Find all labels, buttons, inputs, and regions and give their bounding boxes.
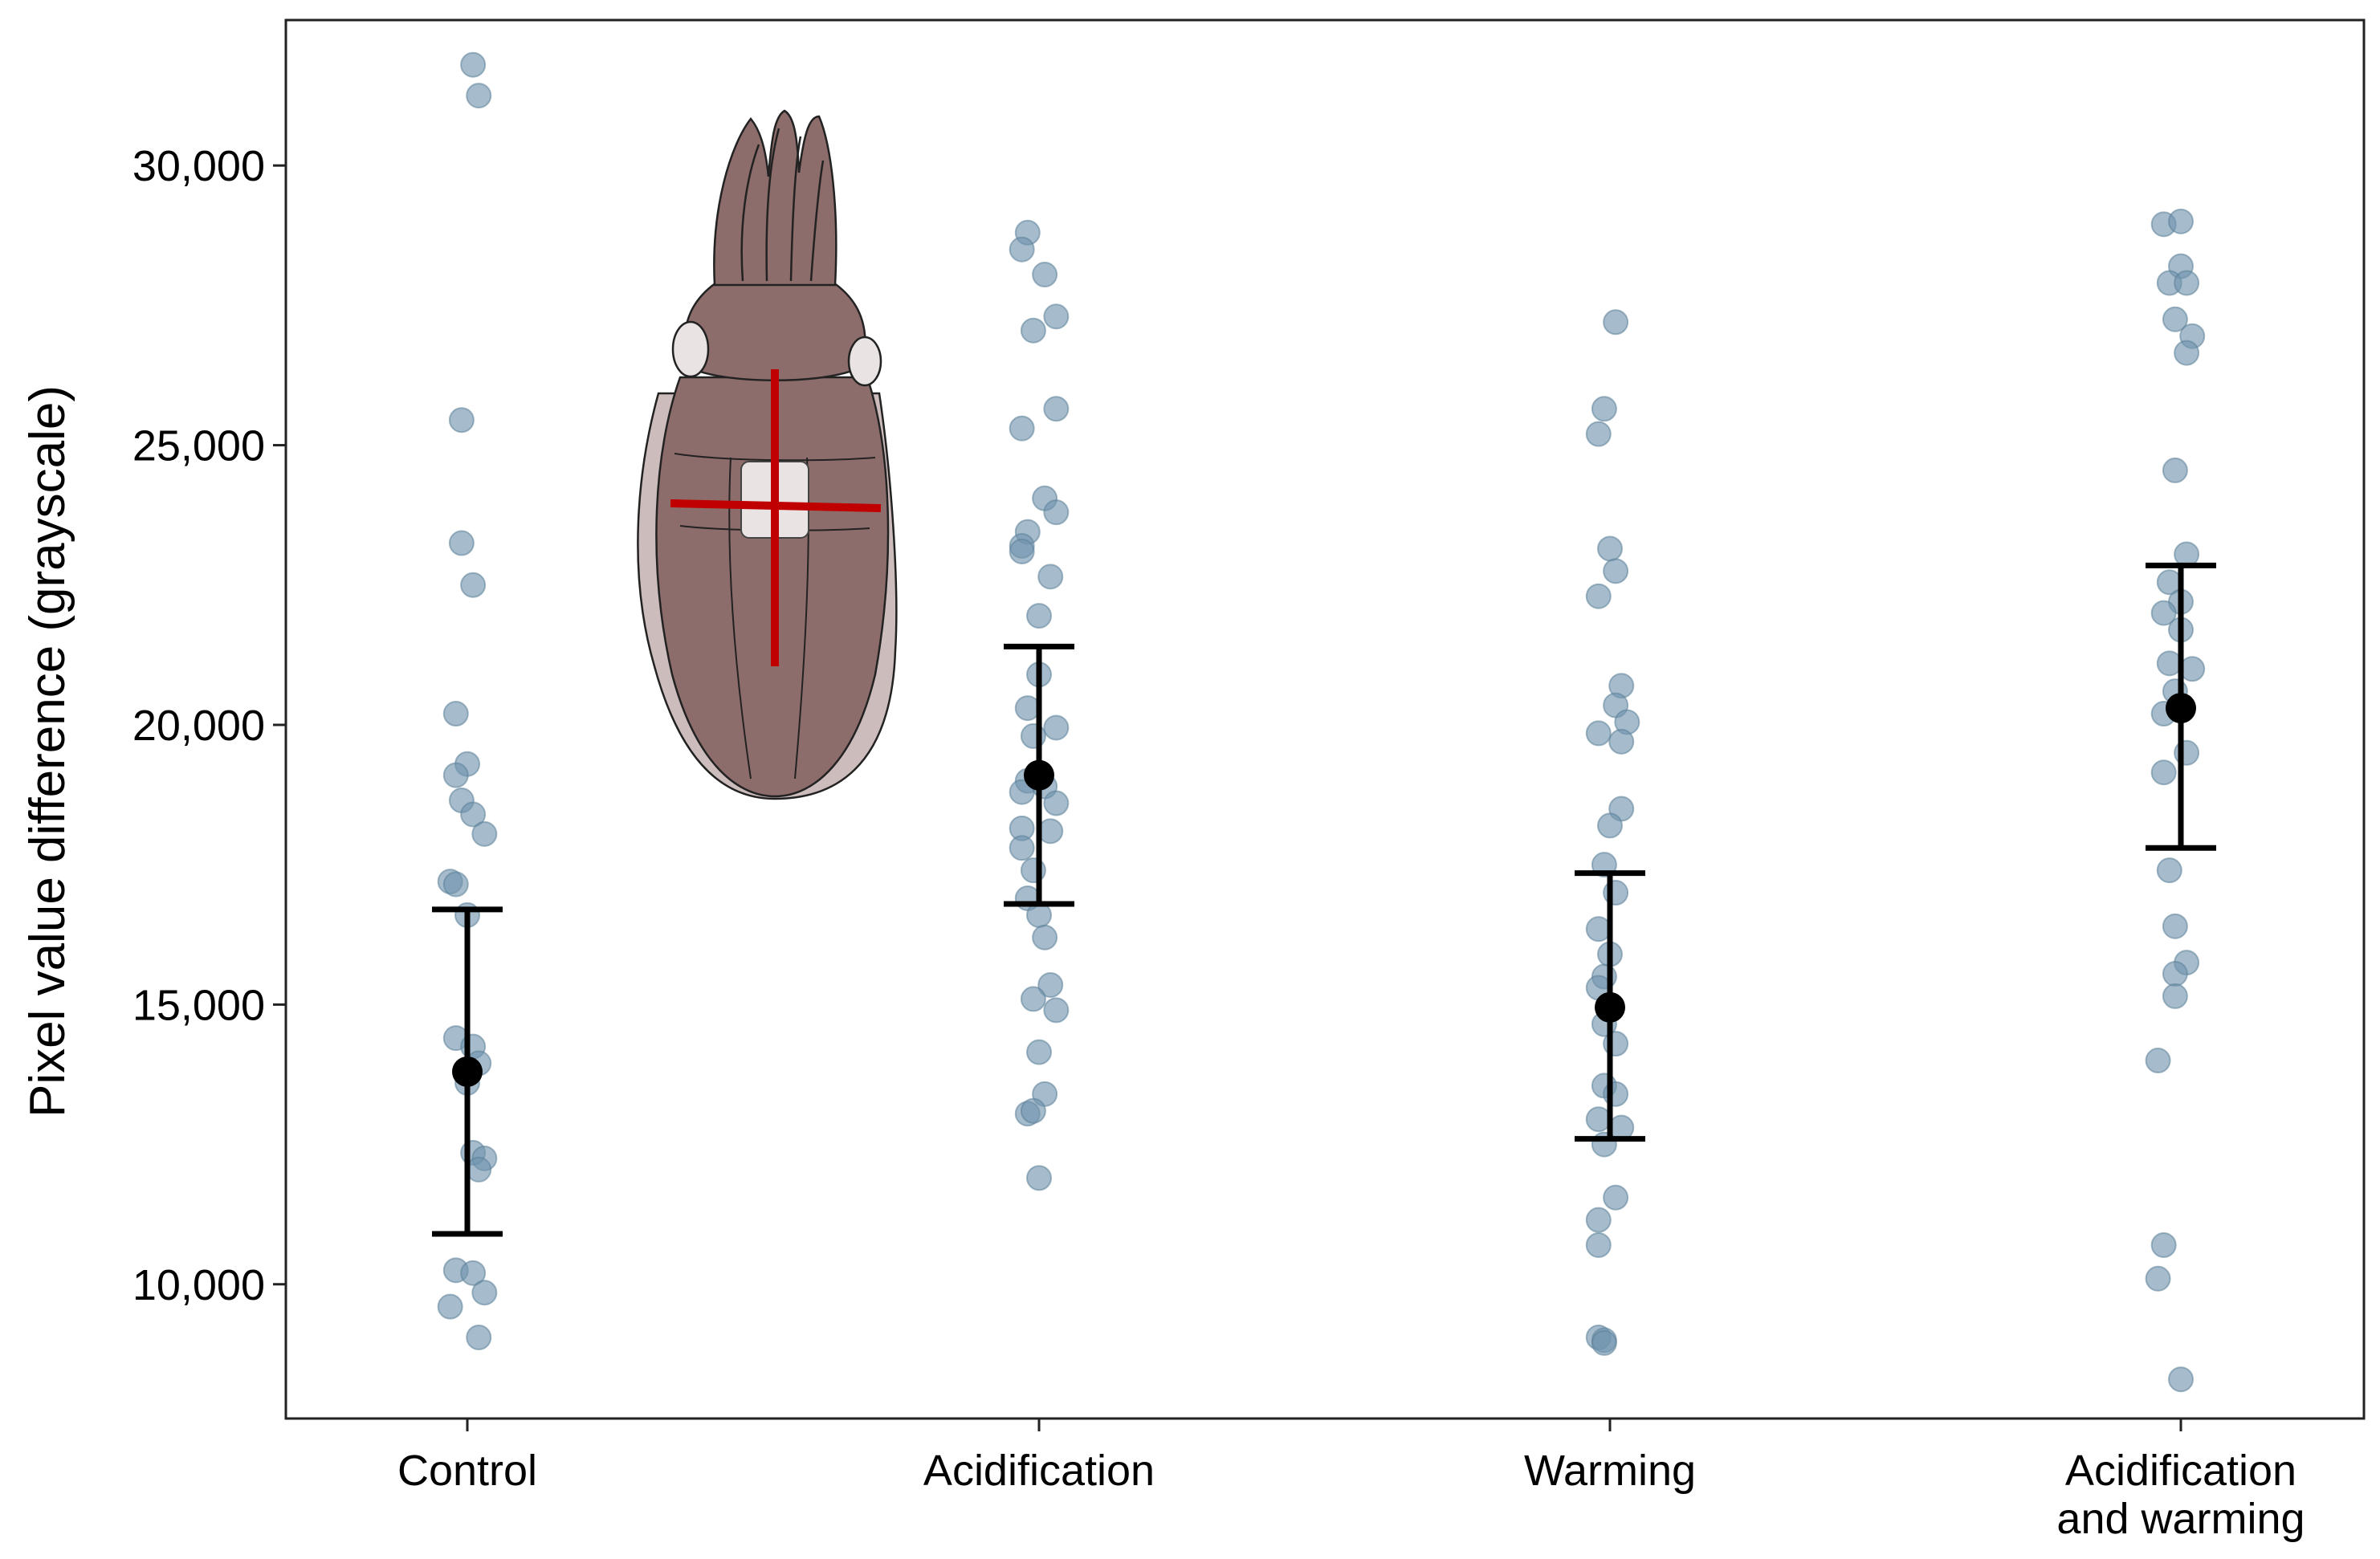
data-point xyxy=(2162,913,2188,939)
data-point xyxy=(1597,812,1623,839)
x-tick-label-acid-warm: Acidification xyxy=(2065,1447,2296,1495)
data-point xyxy=(1026,603,1052,629)
data-point xyxy=(2168,1366,2194,1393)
y-tick-label: 25,000 xyxy=(132,422,265,470)
data-point xyxy=(1032,262,1058,288)
data-point xyxy=(2162,306,2188,332)
plot-frame xyxy=(284,18,2366,1420)
data-point xyxy=(437,1293,463,1320)
data-point xyxy=(1037,818,1064,845)
data-point xyxy=(2145,1048,2171,1074)
data-point xyxy=(1603,1184,1629,1211)
data-point xyxy=(1585,1106,1612,1133)
data-point xyxy=(1585,1207,1612,1233)
data-point xyxy=(1585,421,1612,447)
data-point xyxy=(2168,208,2194,234)
data-point xyxy=(1043,790,1070,816)
data-point xyxy=(460,1260,487,1286)
data-point xyxy=(2162,457,2188,483)
y-tick-label: 20,000 xyxy=(132,702,265,750)
data-point xyxy=(448,407,475,434)
data-point xyxy=(1591,1329,1617,1356)
data-point xyxy=(460,572,487,598)
x-axis: Control Acidification Warming Acidification… xyxy=(397,1419,2305,1543)
data-point xyxy=(460,51,487,78)
data-point xyxy=(1037,564,1064,590)
data-point xyxy=(2162,983,2188,1009)
data-point xyxy=(1009,415,1035,442)
y-axis: 10,000 15,000 20,000 25,000 30,000 xyxy=(132,142,286,1309)
cuttlefish-illustration xyxy=(637,109,898,800)
data-point xyxy=(442,701,469,727)
data-point xyxy=(442,871,469,898)
x-tick-label-acidification: Acidification xyxy=(923,1447,1155,1495)
cuttlefish-eye-left xyxy=(671,320,710,378)
cuttlefish-arm-lines xyxy=(740,128,825,282)
data-point xyxy=(2179,656,2206,682)
data-point xyxy=(1009,236,1035,263)
data-point xyxy=(2156,857,2182,884)
data-point xyxy=(2150,600,2177,626)
data-point xyxy=(1032,924,1058,950)
data-point xyxy=(1009,538,1035,564)
data-point xyxy=(2174,340,2200,366)
data-point xyxy=(448,530,475,556)
cross-horizontal xyxy=(670,499,882,512)
data-point xyxy=(1026,1165,1052,1191)
data-point xyxy=(1014,695,1041,722)
cuttlefish-eye-right xyxy=(847,336,882,387)
data-point xyxy=(460,801,487,828)
cuttlefish-arms xyxy=(713,109,837,287)
mean-point xyxy=(2166,693,2196,724)
data-point xyxy=(1020,1097,1046,1124)
data-point xyxy=(1037,971,1064,998)
x-tick-label-warming: Warming xyxy=(1524,1447,1696,1495)
x-tick-label-control: Control xyxy=(397,1447,537,1495)
cuttlefish-head xyxy=(683,279,866,381)
data-point xyxy=(2150,1231,2177,1258)
data-point xyxy=(1603,558,1629,584)
data-point xyxy=(1585,720,1612,747)
data-point xyxy=(1591,396,1617,422)
data-point xyxy=(1585,1231,1612,1258)
data-point xyxy=(1009,835,1035,861)
y-tick-label: 15,000 xyxy=(132,981,265,1029)
data-point xyxy=(466,1324,492,1350)
mean-point xyxy=(452,1056,483,1087)
mean-point xyxy=(1024,759,1054,791)
data-point xyxy=(1020,317,1046,344)
y-axis-title: Pixel value difference (grayscale) xyxy=(20,385,75,1117)
data-point xyxy=(2162,961,2188,987)
data-point xyxy=(471,820,498,847)
data-point xyxy=(466,83,492,109)
y-tick-label: 10,000 xyxy=(132,1261,265,1309)
data-point xyxy=(2156,650,2182,677)
data-point xyxy=(1043,997,1070,1024)
data-point xyxy=(2174,270,2200,296)
data-point xyxy=(1043,714,1070,741)
data-point xyxy=(1026,1039,1052,1065)
data-point xyxy=(1597,535,1623,562)
x-tick-label-acid-warm: and warming xyxy=(2056,1495,2305,1543)
data-point xyxy=(2145,1265,2171,1292)
data-point xyxy=(466,1156,492,1182)
data-point xyxy=(1043,396,1070,422)
data-point xyxy=(1608,728,1635,755)
data-point xyxy=(471,1280,498,1306)
data-point xyxy=(1585,583,1612,609)
data-point xyxy=(1585,916,1612,942)
data-point xyxy=(1043,303,1070,330)
data-point xyxy=(1603,309,1629,336)
data-point xyxy=(442,762,469,788)
data-point xyxy=(1043,499,1070,526)
data-points xyxy=(437,51,2206,1393)
y-tick-label: 30,000 xyxy=(132,142,265,190)
mean-point xyxy=(1595,991,1625,1023)
data-point xyxy=(2150,759,2177,786)
data-point xyxy=(1020,986,1046,1012)
error-bars xyxy=(432,562,2216,1237)
